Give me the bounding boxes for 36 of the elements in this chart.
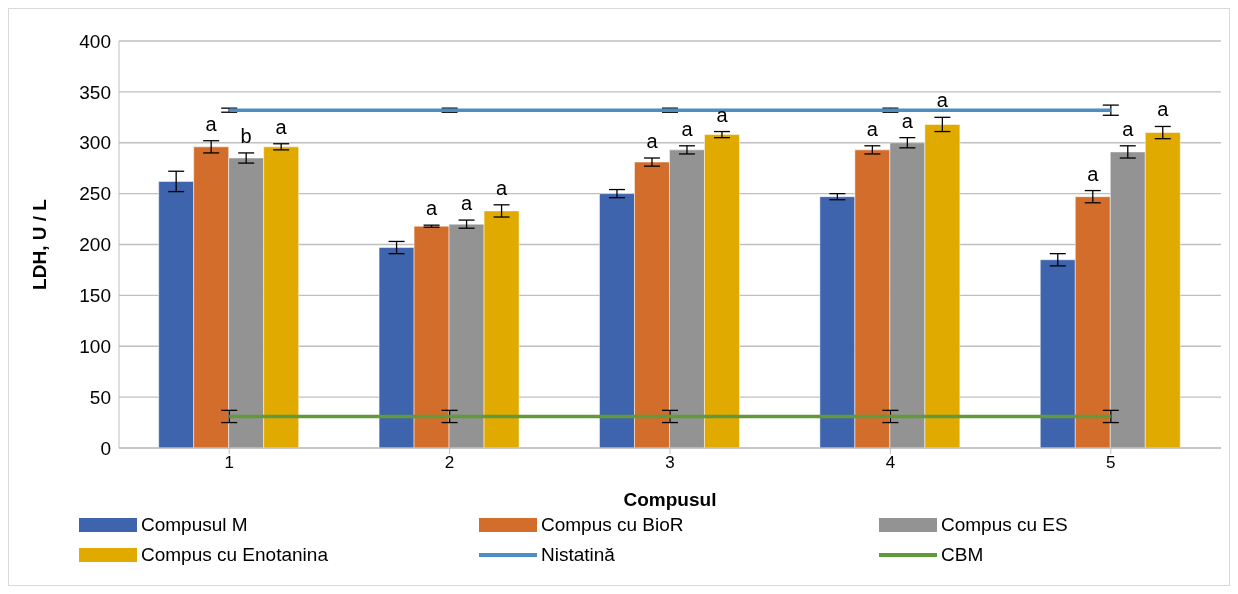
y-tick-label: 200 (79, 234, 111, 256)
legend-label: Compusul M (141, 514, 248, 536)
y-tick-label: 350 (79, 81, 111, 103)
x-axis-title: Compusul (623, 489, 717, 510)
data-label: a (936, 89, 949, 112)
data-label: a (275, 115, 288, 138)
data-label: a (646, 130, 659, 153)
data-label: a (496, 176, 509, 199)
y-tick-label: 400 (79, 30, 111, 52)
legend-label: Compus cu Enotanina (141, 544, 328, 566)
data-label: a (461, 192, 474, 215)
y-tick-label: 50 (89, 386, 111, 408)
x-tick-label: 3 (665, 453, 675, 473)
data-label: a (1122, 117, 1135, 140)
x-tick-label: 1 (224, 453, 234, 473)
y-tick-label: 100 (79, 335, 111, 357)
legend-label: Compus cu BioR (541, 514, 684, 536)
data-label: a (205, 112, 218, 135)
data-label: a (866, 117, 879, 140)
y-axis-title: LDH, U / L (28, 198, 50, 290)
data-label: a (1157, 98, 1170, 121)
data-label: a (681, 117, 694, 140)
data-label: b (240, 124, 252, 147)
x-tick-label: 2 (444, 453, 455, 473)
data-label: a (901, 109, 914, 132)
legend-label: CBM (941, 544, 984, 566)
data-label: a (1087, 162, 1100, 185)
x-tick-label: 5 (1106, 453, 1116, 473)
x-tick-label: 4 (885, 453, 896, 473)
y-tick-label: 250 (79, 183, 111, 205)
y-tick-label: 300 (79, 132, 111, 154)
y-tick-label: 150 (79, 285, 111, 307)
y-tick-label: 0 (100, 437, 111, 459)
data-label: a (426, 197, 439, 220)
legend-label: Nistatină (541, 544, 615, 566)
legend-label: Compus cu ES (941, 514, 1068, 536)
